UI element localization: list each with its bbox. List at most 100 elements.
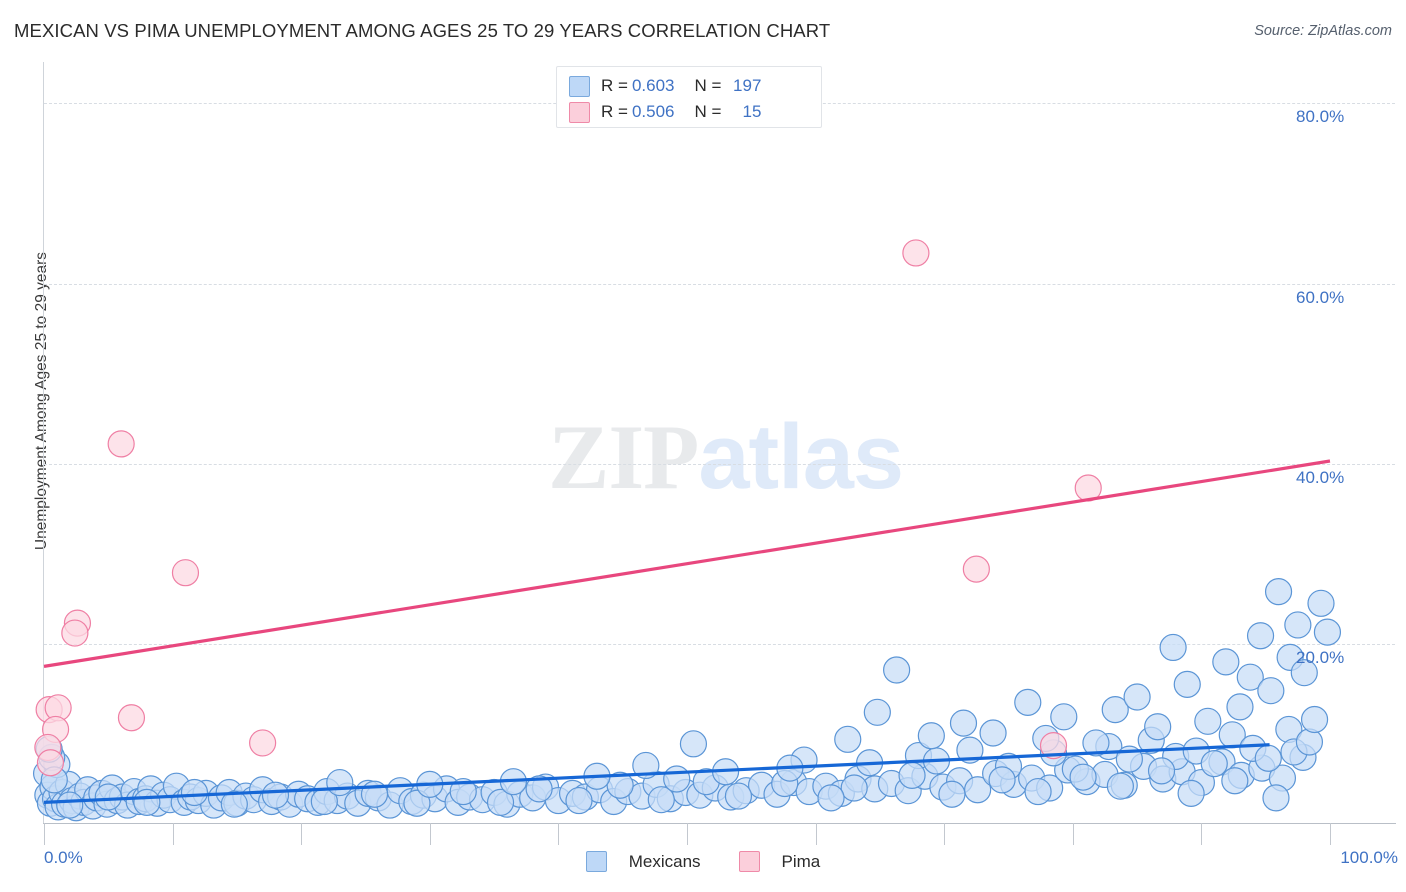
data-point[interactable]: [1159, 633, 1187, 662]
data-point[interactable]: [1123, 683, 1151, 711]
data-point[interactable]: [36, 749, 65, 777]
data-point[interactable]: [180, 778, 209, 807]
data-point[interactable]: [1257, 677, 1285, 705]
data-point[interactable]: [1024, 777, 1052, 806]
data-point[interactable]: [1284, 611, 1312, 639]
data-point[interactable]: [883, 656, 911, 684]
stats-row-pima: R = 0.506 N = 15: [569, 99, 809, 125]
data-point[interactable]: [1212, 648, 1240, 676]
data-point[interactable]: [94, 783, 122, 811]
gridline-40: [44, 463, 1395, 465]
data-point[interactable]: [1147, 757, 1176, 785]
data-point[interactable]: [863, 698, 891, 726]
legend-marker-mexicans: [585, 851, 607, 872]
data-point[interactable]: [1039, 732, 1068, 760]
legend-item-pima[interactable]: Pima: [738, 851, 821, 872]
r-label-mexicans: R =: [601, 76, 628, 95]
x-axis-tick: [1201, 823, 1203, 845]
x-axis-tick: [301, 823, 303, 845]
x-axis-line: [43, 823, 1396, 824]
data-point[interactable]: [61, 619, 89, 647]
trendline-mexicans: [43, 743, 1270, 804]
data-point[interactable]: [525, 775, 553, 803]
data-point[interactable]: [1221, 767, 1249, 795]
data-point[interactable]: [1290, 659, 1318, 687]
data-point[interactable]: [917, 722, 945, 750]
source-attribution: Source: ZipAtlas.com: [1254, 23, 1392, 39]
data-point[interactable]: [834, 725, 862, 753]
series-legend: Mexicans Pima: [0, 851, 1406, 872]
data-point[interactable]: [663, 765, 691, 793]
data-point[interactable]: [1144, 713, 1172, 741]
series-mexicans: [32, 578, 1342, 822]
data-point[interactable]: [1236, 663, 1264, 691]
data-point[interactable]: [1014, 688, 1042, 717]
data-point[interactable]: [1194, 707, 1222, 735]
data-point[interactable]: [1226, 693, 1254, 721]
data-point[interactable]: [1082, 729, 1110, 757]
data-point[interactable]: [679, 730, 708, 758]
data-point[interactable]: [988, 766, 1016, 794]
r-value-pima: 0.506: [631, 102, 675, 121]
data-point[interactable]: [898, 761, 926, 789]
data-point[interactable]: [565, 786, 593, 815]
x-axis-tick: [429, 823, 431, 845]
y-axis-label-60: 60.0%: [1296, 287, 1345, 307]
data-point[interactable]: [1050, 703, 1078, 731]
x-axis-label-min: 0.0%: [44, 848, 83, 867]
y-axis-label-20: 20.0%: [1296, 647, 1345, 667]
data-point[interactable]: [979, 719, 1007, 747]
data-point[interactable]: [647, 786, 675, 814]
data-point[interactable]: [949, 709, 978, 737]
data-point[interactable]: [1264, 578, 1293, 606]
data-point[interactable]: [249, 729, 277, 757]
data-point[interactable]: [817, 784, 845, 812]
data-point[interactable]: [449, 777, 477, 806]
r-value-mexicans: 0.603: [631, 76, 675, 95]
legend-marker-pima: [738, 851, 760, 872]
data-point[interactable]: [56, 791, 84, 819]
y-axis-label-80: 80.0%: [1296, 107, 1345, 127]
data-point[interactable]: [220, 790, 248, 818]
data-point[interactable]: [1254, 744, 1282, 772]
gridline-60: [44, 283, 1395, 285]
y-axis-line: [43, 62, 44, 824]
data-point[interactable]: [1106, 772, 1134, 800]
data-point[interactable]: [1246, 622, 1275, 650]
legend-swatch-mexicans: [569, 75, 590, 97]
x-axis-tick: [172, 823, 174, 845]
data-point[interactable]: [938, 780, 966, 808]
data-point[interactable]: [1101, 696, 1129, 724]
page-title: MEXICAN VS PIMA UNEMPLOYMENT AMONG AGES …: [14, 20, 831, 41]
data-point[interactable]: [133, 788, 161, 816]
data-point[interactable]: [1300, 705, 1329, 734]
data-point[interactable]: [1069, 763, 1097, 791]
data-point[interactable]: [724, 782, 753, 810]
legend-item-mexicans[interactable]: Mexicans: [585, 851, 701, 872]
data-point[interactable]: [840, 774, 868, 802]
data-point[interactable]: [632, 751, 660, 780]
data-point[interactable]: [1295, 728, 1324, 756]
data-point[interactable]: [403, 789, 431, 817]
data-point[interactable]: [902, 239, 930, 267]
data-point[interactable]: [956, 736, 984, 764]
scatter-layer: [32, 239, 1342, 822]
data-point[interactable]: [1307, 589, 1335, 617]
n-label-pima: N =: [694, 102, 722, 121]
data-point[interactable]: [962, 555, 990, 583]
data-point[interactable]: [1177, 779, 1205, 807]
data-point[interactable]: [326, 768, 354, 797]
data-point[interactable]: [117, 704, 146, 732]
data-point[interactable]: [1200, 750, 1228, 778]
data-point[interactable]: [486, 788, 515, 816]
data-point[interactable]: [107, 430, 135, 458]
data-point[interactable]: [1313, 618, 1342, 646]
data-point[interactable]: [261, 781, 290, 809]
data-point[interactable]: [1173, 670, 1201, 698]
data-point[interactable]: [1262, 784, 1290, 812]
data-point[interactable]: [171, 559, 200, 587]
stats-row-mexicans: R = 0.603 N = 197: [569, 73, 809, 99]
legend-label-pima: Pima: [781, 851, 821, 871]
gridline-20: [44, 643, 1395, 645]
